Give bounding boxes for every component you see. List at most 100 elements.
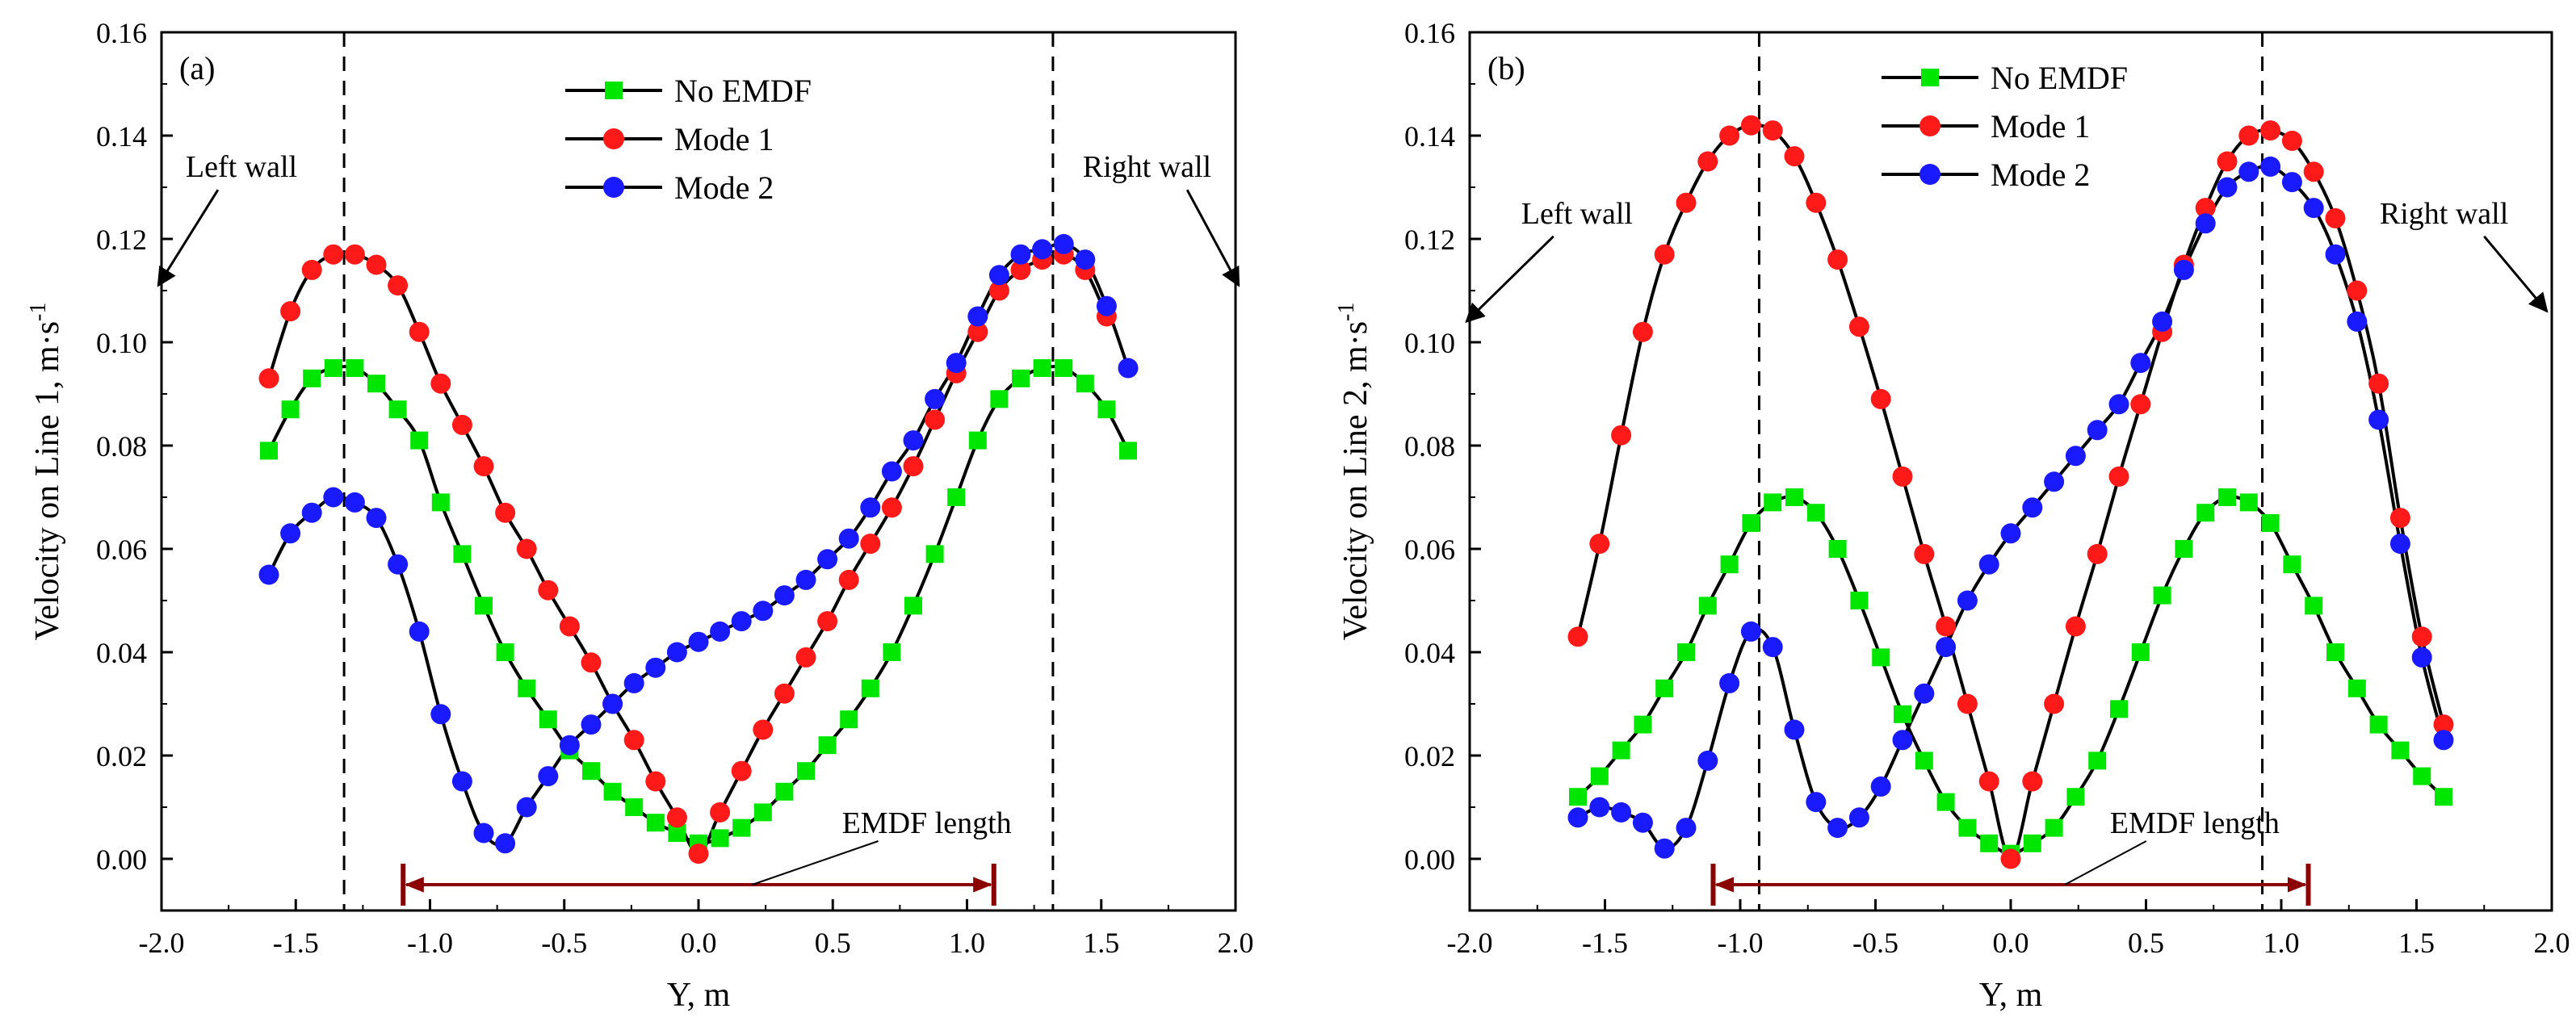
data-point-no-emdf <box>2283 555 2301 574</box>
data-point-mode-1 <box>2325 207 2346 228</box>
data-point-no-emdf <box>539 710 557 729</box>
data-point-no-emdf <box>1055 359 1073 377</box>
data-point-mode-2 <box>710 621 731 642</box>
data-point-mode-2 <box>258 564 279 585</box>
data-point-mode-2 <box>2108 394 2129 415</box>
legend-item-no-emdf: No EMDF <box>565 73 812 109</box>
data-point-no-emdf <box>2066 788 2085 806</box>
x-axis-ticks: -2.0 -1.5 -1.0 -0.5 0.0 0.5 1.0 1.5 2.0 <box>1447 899 2570 959</box>
y-axis-title-main: Velocity on Line 1, m·s <box>29 321 66 640</box>
data-point-mode-1 <box>2411 626 2432 647</box>
data-point-mode-1 <box>666 807 687 828</box>
data-point-no-emdf <box>2196 504 2215 522</box>
data-point-no-emdf <box>2218 488 2236 506</box>
data-point-mode-2 <box>473 823 494 844</box>
x-axis-title: Y, m <box>1979 977 2043 1014</box>
data-point-mode-1 <box>1957 693 1978 714</box>
data-point-mode-1 <box>753 719 774 740</box>
data-point-no-emdf <box>861 679 879 697</box>
series-line-mode-1 <box>1576 123 2445 861</box>
data-point-mode-2 <box>881 461 902 482</box>
data-point-mode-2 <box>301 502 322 523</box>
data-point-no-emdf <box>2326 643 2344 661</box>
emdf-length-label: EMDF length <box>2110 806 2280 840</box>
data-point-mode-1 <box>1697 151 1718 172</box>
data-point-mode-2 <box>559 735 580 756</box>
x-tick-label: -1.0 <box>407 927 453 959</box>
data-point-no-emdf <box>431 493 450 512</box>
data-point-mode-2 <box>1567 807 1588 828</box>
right-wall-label: Right wall <box>2380 197 2508 231</box>
data-point-mode-2 <box>1936 637 1957 658</box>
data-point-mode-2 <box>1654 838 1675 859</box>
data-point-mode-1 <box>581 652 602 673</box>
data-point-no-emdf <box>1850 592 1869 609</box>
data-point-no-emdf <box>1958 818 1977 837</box>
x-tick-label: -1.5 <box>1582 927 1628 959</box>
x-tick-label: 0.5 <box>815 927 851 959</box>
data-point-mode-1 <box>1719 125 1740 146</box>
data-point-mode-2 <box>1870 776 1891 797</box>
data-point-no-emdf <box>1720 555 1739 574</box>
data-point-no-emdf <box>2435 788 2452 806</box>
data-point-no-emdf <box>2045 818 2063 837</box>
data-point-mode-2 <box>1827 818 1848 839</box>
data-point-no-emdf <box>840 710 858 729</box>
data-point-mode-1 <box>881 497 902 518</box>
legend-marker-circle <box>603 128 624 149</box>
data-point-mode-1 <box>388 275 409 296</box>
data-point-no-emdf <box>1742 514 1760 532</box>
x-tick-label: -0.5 <box>541 927 587 959</box>
data-point-mode-1 <box>2217 151 2238 172</box>
x-tick-label: -2.0 <box>1447 927 1493 959</box>
data-point-mode-2 <box>1632 812 1653 833</box>
data-point-no-emdf <box>1569 788 1587 806</box>
panel-a: -2.0 -1.5 -1.0 -0.5 0.0 0.5 1.0 1.5 2.0 0.00 0.02… <box>26 17 1254 1014</box>
legend-label: Mode 2 <box>674 170 774 206</box>
data-point-mode-1 <box>2238 125 2259 146</box>
data-point-mode-1 <box>516 538 537 559</box>
data-point-mode-1 <box>1936 616 1957 637</box>
y-tick-label: 0.16 <box>96 17 147 49</box>
y-tick-label: 0.16 <box>1404 17 1455 49</box>
data-point-no-emdf <box>1612 741 1630 760</box>
data-point-mode-1 <box>795 647 816 668</box>
data-point-no-emdf <box>367 375 385 393</box>
data-point-mode-2 <box>2022 497 2043 518</box>
data-point-mode-1 <box>1870 388 1891 409</box>
data-point-no-emdf <box>711 829 729 848</box>
x-tick-label: 0.0 <box>1993 927 2029 959</box>
data-point-mode-2 <box>925 388 946 409</box>
data-point-mode-2 <box>280 523 301 544</box>
data-point-mode-2 <box>409 621 430 642</box>
data-point-mode-2 <box>1589 797 1610 818</box>
data-point-no-emdf <box>947 488 966 506</box>
right-wall-label: Right wall <box>1083 150 1211 184</box>
panel-label: (a) <box>179 50 215 86</box>
data-point-mode-1 <box>1762 120 1783 141</box>
data-point-no-emdf <box>496 643 514 661</box>
data-point-mode-2 <box>2065 446 2086 467</box>
annotations: Left wall Right wall EMDF length <box>1465 197 2549 906</box>
right-wall-arrow <box>1185 189 1240 287</box>
data-point-mode-1 <box>495 502 516 523</box>
emdf-length-pointer <box>752 840 879 885</box>
data-point-mode-2 <box>1032 239 1053 260</box>
y-tick-label: 0.04 <box>1404 637 1455 669</box>
y-axis-title: Velocity on Line 2, m·s-1 <box>1334 303 1374 641</box>
data-point-no-emdf <box>1677 643 1695 661</box>
data-point-mode-2 <box>1676 818 1697 839</box>
data-point-mode-2 <box>1611 802 1632 823</box>
legend: No EMDF Mode 1 Mode 2 <box>565 73 812 206</box>
data-point-mode-2 <box>1762 637 1783 658</box>
data-point-no-emdf <box>346 359 364 377</box>
x-tick-label: 1.0 <box>2263 927 2300 959</box>
data-point-mode-1 <box>2022 771 2043 792</box>
left-wall-label: Left wall <box>186 150 297 184</box>
data-point-mode-2 <box>1740 621 1761 642</box>
data-point-mode-2 <box>430 704 451 725</box>
data-point-no-emdf <box>883 643 901 661</box>
data-point-mode-1 <box>2303 161 2324 182</box>
data-point-no-emdf <box>2110 700 2128 718</box>
